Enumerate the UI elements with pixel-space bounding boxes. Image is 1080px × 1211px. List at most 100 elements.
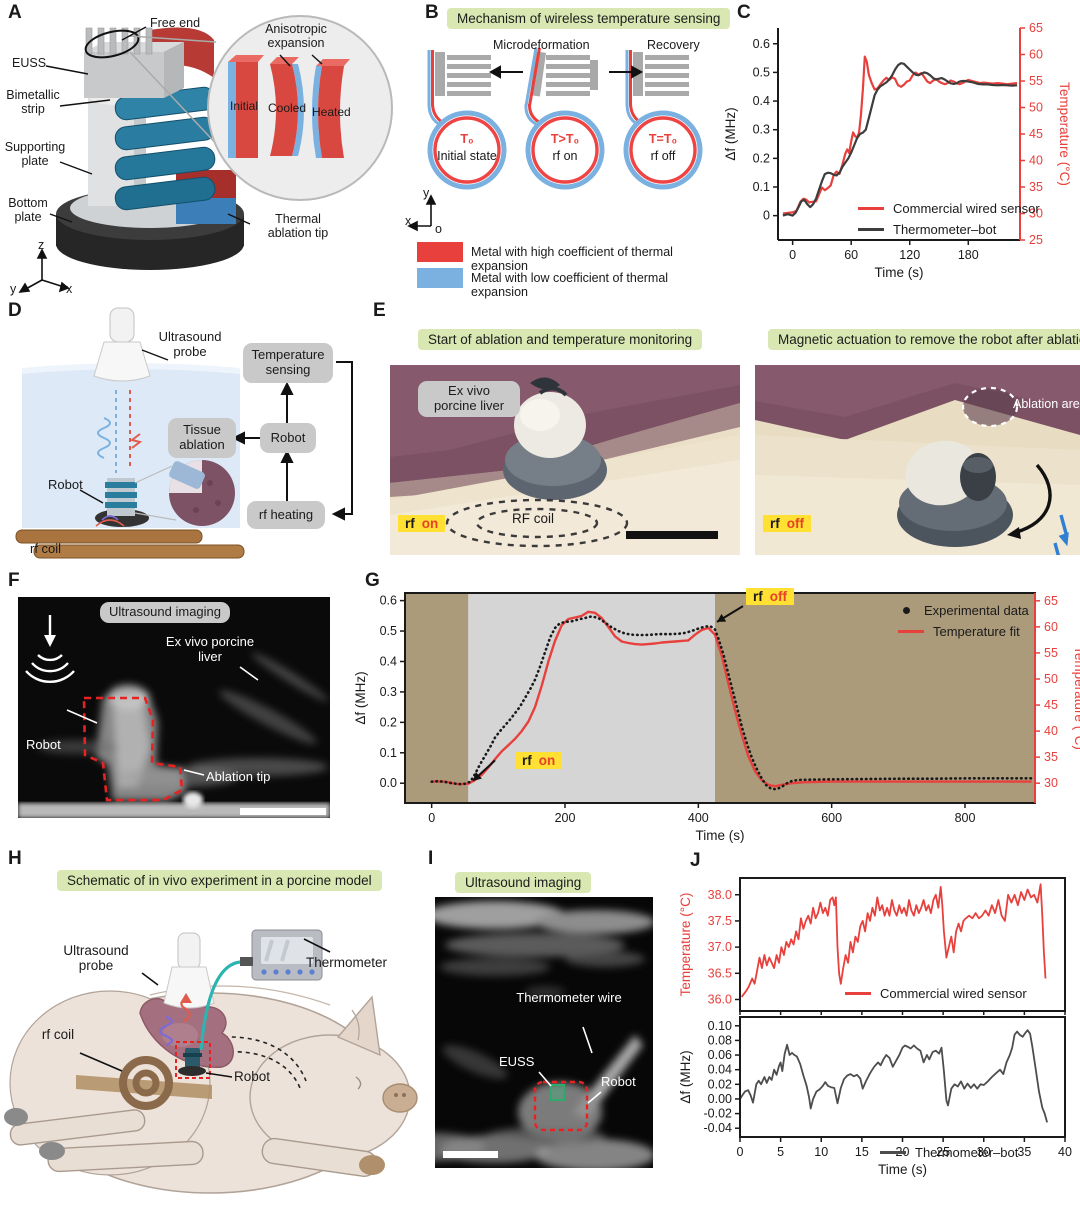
axis-x-label: x (405, 214, 412, 228)
svg-text:55: 55 (1029, 74, 1043, 88)
svg-text:800: 800 (955, 811, 976, 825)
chart-g-ablation-cycle: 0 200 400 600 800 0.0 0.1 0.2 0.3 0.4 0.5 0.6 30 35 40… (353, 592, 1080, 843)
svg-text:30: 30 (977, 1145, 991, 1159)
chart-j-frequency: 0510152025303540-0.04-0.020.000.020.040.… (678, 1016, 1072, 1177)
panel-b-title: Mechanism of wireless temperature sensin… (447, 8, 731, 29)
svg-text:40: 40 (1029, 154, 1043, 168)
svg-text:38.0: 38.0 (708, 888, 732, 902)
rf-coil-icon (76, 1056, 212, 1110)
legend-label-wired: Commercial wired sensor (880, 986, 1027, 1001)
panel-f-letter: F (8, 570, 20, 591)
badge-on-text: on (421, 516, 439, 531)
axis-yx (407, 194, 437, 232)
svg-text:0: 0 (737, 1145, 744, 1159)
svg-text:-0.02: -0.02 (704, 1107, 733, 1121)
svg-text:60: 60 (1044, 620, 1058, 634)
panel-c-letter: C (737, 2, 751, 23)
legend-low-cte: Metal with low coefficient of thermal ex… (471, 271, 669, 299)
state-3-temp: T=T₀ (648, 132, 678, 146)
svg-text:0.02: 0.02 (708, 1077, 732, 1091)
panel-i-letter: I (428, 848, 434, 869)
state-3-text: rf off (650, 149, 676, 163)
svg-text:0.5: 0.5 (380, 624, 397, 638)
svg-text:Time (s): Time (s) (696, 828, 745, 843)
axis-y-label: y (423, 186, 430, 200)
axis-triad (18, 248, 70, 293)
svg-text:0.6: 0.6 (380, 594, 397, 608)
panel-e-title-right: Magnetic actuation to remove the robot a… (768, 329, 1080, 350)
svg-text:45: 45 (1044, 698, 1058, 712)
label-microdeformation: Microdeformation (493, 38, 590, 52)
flow-box-robot: Robot (260, 423, 316, 453)
label-thermometer: Thermometer (306, 955, 388, 970)
photo-ablation-start: Ex vivo porcine liver RF coil rf on (390, 365, 740, 555)
svg-text:Temperature (°C): Temperature (°C) (1072, 646, 1080, 750)
svg-text:40: 40 (1058, 1145, 1072, 1159)
badge-off-text: off (769, 589, 787, 604)
label-cooled: Cooled (268, 101, 307, 115)
svg-text:0.3: 0.3 (380, 685, 397, 699)
svg-text:Temperature (°C): Temperature (°C) (678, 893, 693, 997)
svg-text:60: 60 (844, 248, 858, 262)
label-supporting-plate: Supporting plate (4, 140, 66, 168)
svg-text:10: 10 (814, 1145, 828, 1159)
label-robot: Robot (26, 737, 61, 752)
panel-a-letter: A (8, 2, 22, 23)
svg-text:30: 30 (1029, 207, 1043, 221)
euss-device-illustration (18, 15, 393, 293)
svg-text:0.10: 0.10 (708, 1019, 732, 1033)
label-ultrasound-probe: Ultrasound probe (158, 329, 222, 359)
svg-text:0.08: 0.08 (708, 1033, 732, 1047)
flow-arrows (231, 361, 353, 521)
svg-text:35: 35 (1017, 1145, 1031, 1159)
panel-a: A (0, 0, 405, 298)
axis-x-label: x (66, 282, 73, 296)
axis-o-label: o (435, 222, 442, 236)
state-2-text: rf on (552, 149, 578, 163)
panel-d: D (0, 298, 370, 570)
svg-text:0: 0 (789, 248, 796, 262)
state-2-temp: T>T₀ (550, 132, 580, 146)
badge-rf-off: rf off (763, 515, 811, 532)
legend-high-cte: Metal with high coefficient of thermal e… (471, 245, 673, 273)
svg-text:0.4: 0.4 (380, 654, 397, 668)
label-initial: Initial (230, 99, 259, 113)
svg-text:Time (s): Time (s) (878, 1162, 927, 1177)
svg-text:-0.04: -0.04 (704, 1121, 733, 1135)
panel-g-letter: G (365, 570, 380, 591)
panel-h-letter: H (8, 848, 22, 869)
svg-text:25: 25 (936, 1145, 950, 1159)
svg-text:0.0: 0.0 (380, 776, 397, 790)
state-1-temp: T₀ (460, 132, 474, 146)
label-anisotropic-expansion: Anisotropic expansion (265, 22, 327, 50)
label-ultrasound-probe: Ultrasound probe (63, 943, 129, 974)
svg-text:0.1: 0.1 (380, 746, 397, 760)
badge-rf-text: rf (522, 753, 532, 768)
chart-j-top-legend: Commercial wired sensor (845, 983, 1027, 1004)
legend-label-experimental: Experimental data (924, 603, 1029, 618)
svg-text:0.6: 0.6 (753, 37, 770, 51)
panel-i: I Ultrasound imaging (415, 845, 675, 1211)
badge-rf-on: rf on (398, 515, 446, 532)
comb-unit-1 (427, 50, 491, 126)
svg-text:600: 600 (821, 811, 842, 825)
svg-text:65: 65 (1044, 594, 1058, 608)
badge-on-text: on (538, 753, 556, 768)
legend-label-wired: Commercial wired sensor (893, 201, 1040, 216)
chart-c-legend: Commercial wired sensor Thermometer–bot (858, 198, 1040, 240)
panel-h: H Schematic of in vivo experiment in a p… (0, 845, 420, 1211)
flow-box-tissue-ablation: Tissue ablation (168, 418, 236, 458)
svg-text:Δf (MHz): Δf (MHz) (678, 1050, 693, 1103)
label-bimetallic-strip: Bimetallic strip (6, 88, 60, 116)
label-robot: Robot (234, 1069, 271, 1084)
bimetal-mechanism-illustration (407, 47, 703, 288)
chart-g-legend: Experimental data Temperature fit (898, 600, 1029, 642)
label-ablation-tip: Ablation tip (206, 769, 271, 784)
label-ex-vivo-liver: Ex vivo porcine liver (418, 381, 520, 417)
legend-swatch-bot (858, 228, 884, 231)
svg-text:0.00: 0.00 (708, 1092, 732, 1106)
svg-text:120: 120 (899, 248, 920, 262)
panel-d-letter: D (8, 300, 22, 321)
svg-text:37.5: 37.5 (708, 914, 732, 928)
legend-label-fit: Temperature fit (933, 624, 1020, 639)
